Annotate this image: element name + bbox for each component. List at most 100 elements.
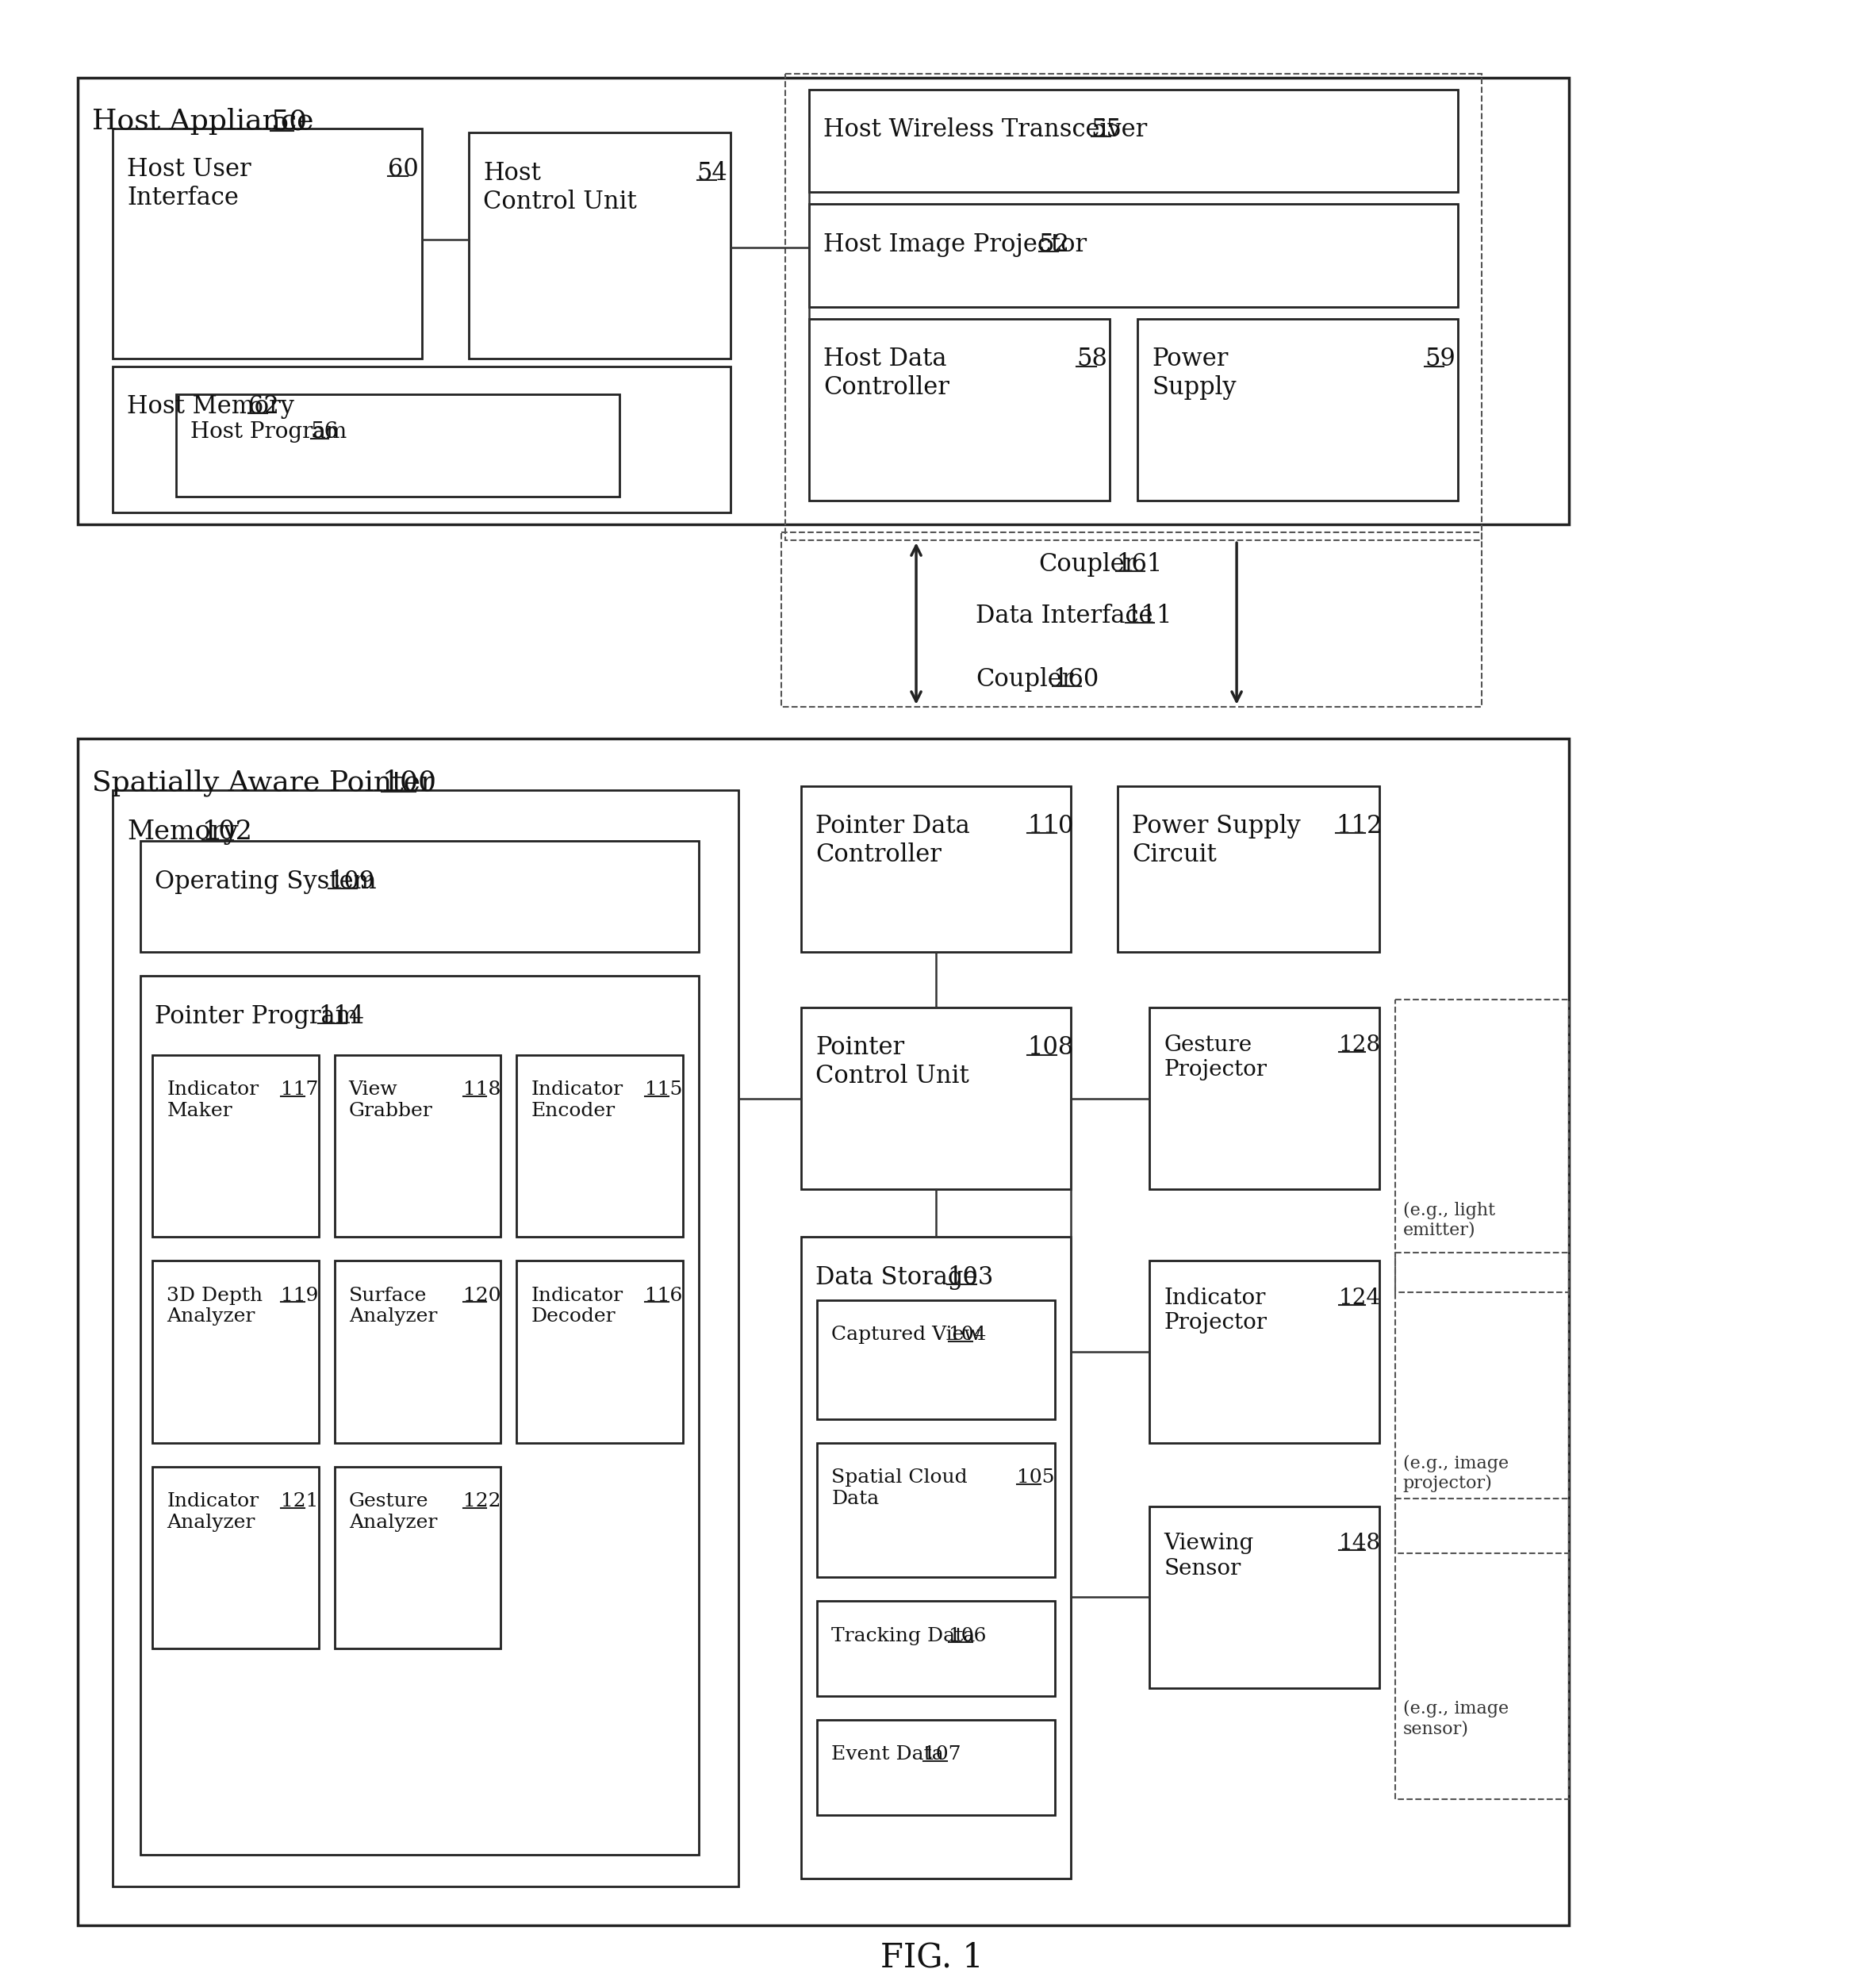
Bar xyxy=(140,841,699,952)
Text: 108: 108 xyxy=(1027,1036,1074,1060)
Text: Data Storage: Data Storage xyxy=(816,1264,979,1290)
Text: 117: 117 xyxy=(281,1081,319,1099)
Bar xyxy=(816,1720,1055,1815)
Text: 103: 103 xyxy=(947,1264,994,1290)
Text: Operating System: Operating System xyxy=(155,869,377,895)
Bar xyxy=(809,318,1111,501)
Bar xyxy=(334,1056,501,1237)
Bar xyxy=(334,1260,501,1443)
Text: 60: 60 xyxy=(388,157,419,181)
Text: Pointer Data
Controller: Pointer Data Controller xyxy=(816,813,969,867)
Bar xyxy=(516,1056,682,1237)
Bar xyxy=(153,1467,319,1648)
Bar xyxy=(1150,1507,1379,1688)
Text: 114: 114 xyxy=(319,1004,363,1028)
Text: Host Data
Controller: Host Data Controller xyxy=(824,348,949,400)
Text: Indicator
Encoder: Indicator Encoder xyxy=(531,1081,623,1119)
Bar xyxy=(140,976,699,1855)
Bar xyxy=(516,1260,682,1443)
Bar xyxy=(114,129,421,358)
Text: Pointer
Control Unit: Pointer Control Unit xyxy=(816,1036,969,1089)
Text: Spatially Aware Pointer: Spatially Aware Pointer xyxy=(91,769,434,797)
Text: Coupler: Coupler xyxy=(1038,553,1137,577)
Bar xyxy=(1150,1260,1379,1443)
Bar xyxy=(1137,318,1458,501)
Text: Gesture
Analyzer: Gesture Analyzer xyxy=(349,1493,438,1531)
Text: 124: 124 xyxy=(1338,1288,1381,1308)
Text: 104: 104 xyxy=(949,1326,986,1344)
Bar xyxy=(1118,785,1379,952)
Text: Host Appliance: Host Appliance xyxy=(91,107,313,135)
Text: 109: 109 xyxy=(328,869,375,895)
Bar xyxy=(114,789,738,1887)
Text: Surface
Analyzer: Surface Analyzer xyxy=(349,1286,438,1326)
Bar xyxy=(78,738,1569,1926)
Bar xyxy=(1394,1252,1569,1553)
Text: Captured View: Captured View xyxy=(831,1326,980,1344)
Bar xyxy=(802,785,1070,952)
Text: Spatial Cloud
Data: Spatial Cloud Data xyxy=(831,1469,967,1507)
Text: Host Memory: Host Memory xyxy=(127,394,295,419)
Text: Gesture
Projector: Gesture Projector xyxy=(1163,1034,1268,1081)
Bar xyxy=(809,205,1458,306)
Text: Host Wireless Transceiver: Host Wireless Transceiver xyxy=(824,117,1148,141)
Text: View
Grabber: View Grabber xyxy=(349,1081,432,1119)
Text: 105: 105 xyxy=(1018,1469,1055,1487)
Text: 111: 111 xyxy=(1126,604,1172,628)
Text: Host User
Interface: Host User Interface xyxy=(127,157,252,211)
Bar xyxy=(1150,1008,1379,1189)
Text: 3D Depth
Analyzer: 3D Depth Analyzer xyxy=(166,1286,263,1326)
Text: 160: 160 xyxy=(1053,668,1098,692)
Text: Coupler: Coupler xyxy=(975,668,1074,692)
Text: 50: 50 xyxy=(270,107,308,135)
Text: Host
Control Unit: Host Control Unit xyxy=(483,161,637,215)
Text: Tracking Data: Tracking Data xyxy=(831,1626,975,1644)
Text: Power
Supply: Power Supply xyxy=(1152,348,1236,400)
Text: 128: 128 xyxy=(1338,1034,1381,1056)
Bar xyxy=(816,1600,1055,1696)
Text: 148: 148 xyxy=(1338,1533,1381,1555)
Bar xyxy=(802,1008,1070,1189)
Bar xyxy=(809,89,1458,193)
Text: Host Image Projector: Host Image Projector xyxy=(824,233,1087,256)
Bar xyxy=(781,533,1482,706)
Text: 121: 121 xyxy=(281,1493,319,1511)
Bar xyxy=(816,1300,1055,1419)
Text: 106: 106 xyxy=(949,1626,986,1644)
Text: Indicator
Analyzer: Indicator Analyzer xyxy=(166,1493,259,1531)
Text: 119: 119 xyxy=(281,1286,319,1304)
Bar xyxy=(785,74,1482,541)
Text: FIG. 1: FIG. 1 xyxy=(880,1940,984,1974)
Text: Indicator
Maker: Indicator Maker xyxy=(166,1081,259,1119)
Text: 55: 55 xyxy=(1090,117,1122,141)
Text: 56: 56 xyxy=(311,421,339,443)
Text: 54: 54 xyxy=(697,161,727,185)
Text: Memory: Memory xyxy=(127,819,239,845)
Bar xyxy=(816,1443,1055,1576)
Text: 102: 102 xyxy=(201,819,254,845)
Text: Event Data: Event Data xyxy=(831,1745,943,1763)
Bar xyxy=(334,1467,501,1648)
Text: Indicator
Projector: Indicator Projector xyxy=(1163,1288,1268,1334)
Text: 100: 100 xyxy=(382,769,436,795)
Text: (e.g., image
sensor): (e.g., image sensor) xyxy=(1404,1700,1508,1738)
Bar xyxy=(802,1237,1070,1879)
Text: 107: 107 xyxy=(923,1745,962,1763)
Text: Power Supply
Circuit: Power Supply Circuit xyxy=(1131,813,1301,867)
Bar xyxy=(1394,1000,1569,1292)
Text: 52: 52 xyxy=(1038,233,1070,256)
Bar xyxy=(153,1260,319,1443)
Text: 115: 115 xyxy=(645,1081,682,1099)
Text: (e.g., light
emitter): (e.g., light emitter) xyxy=(1404,1201,1495,1239)
Text: 62: 62 xyxy=(248,394,280,419)
Bar xyxy=(153,1056,319,1237)
Text: (e.g., image
projector): (e.g., image projector) xyxy=(1404,1455,1508,1493)
Text: Pointer Program: Pointer Program xyxy=(155,1004,358,1028)
Text: Data Interface: Data Interface xyxy=(975,604,1152,628)
Bar xyxy=(78,78,1569,525)
Text: Host Program: Host Program xyxy=(190,421,347,443)
Text: 112: 112 xyxy=(1336,813,1383,839)
Text: 122: 122 xyxy=(462,1493,501,1511)
Text: Viewing
Sensor: Viewing Sensor xyxy=(1163,1533,1254,1578)
Text: 116: 116 xyxy=(645,1286,682,1304)
